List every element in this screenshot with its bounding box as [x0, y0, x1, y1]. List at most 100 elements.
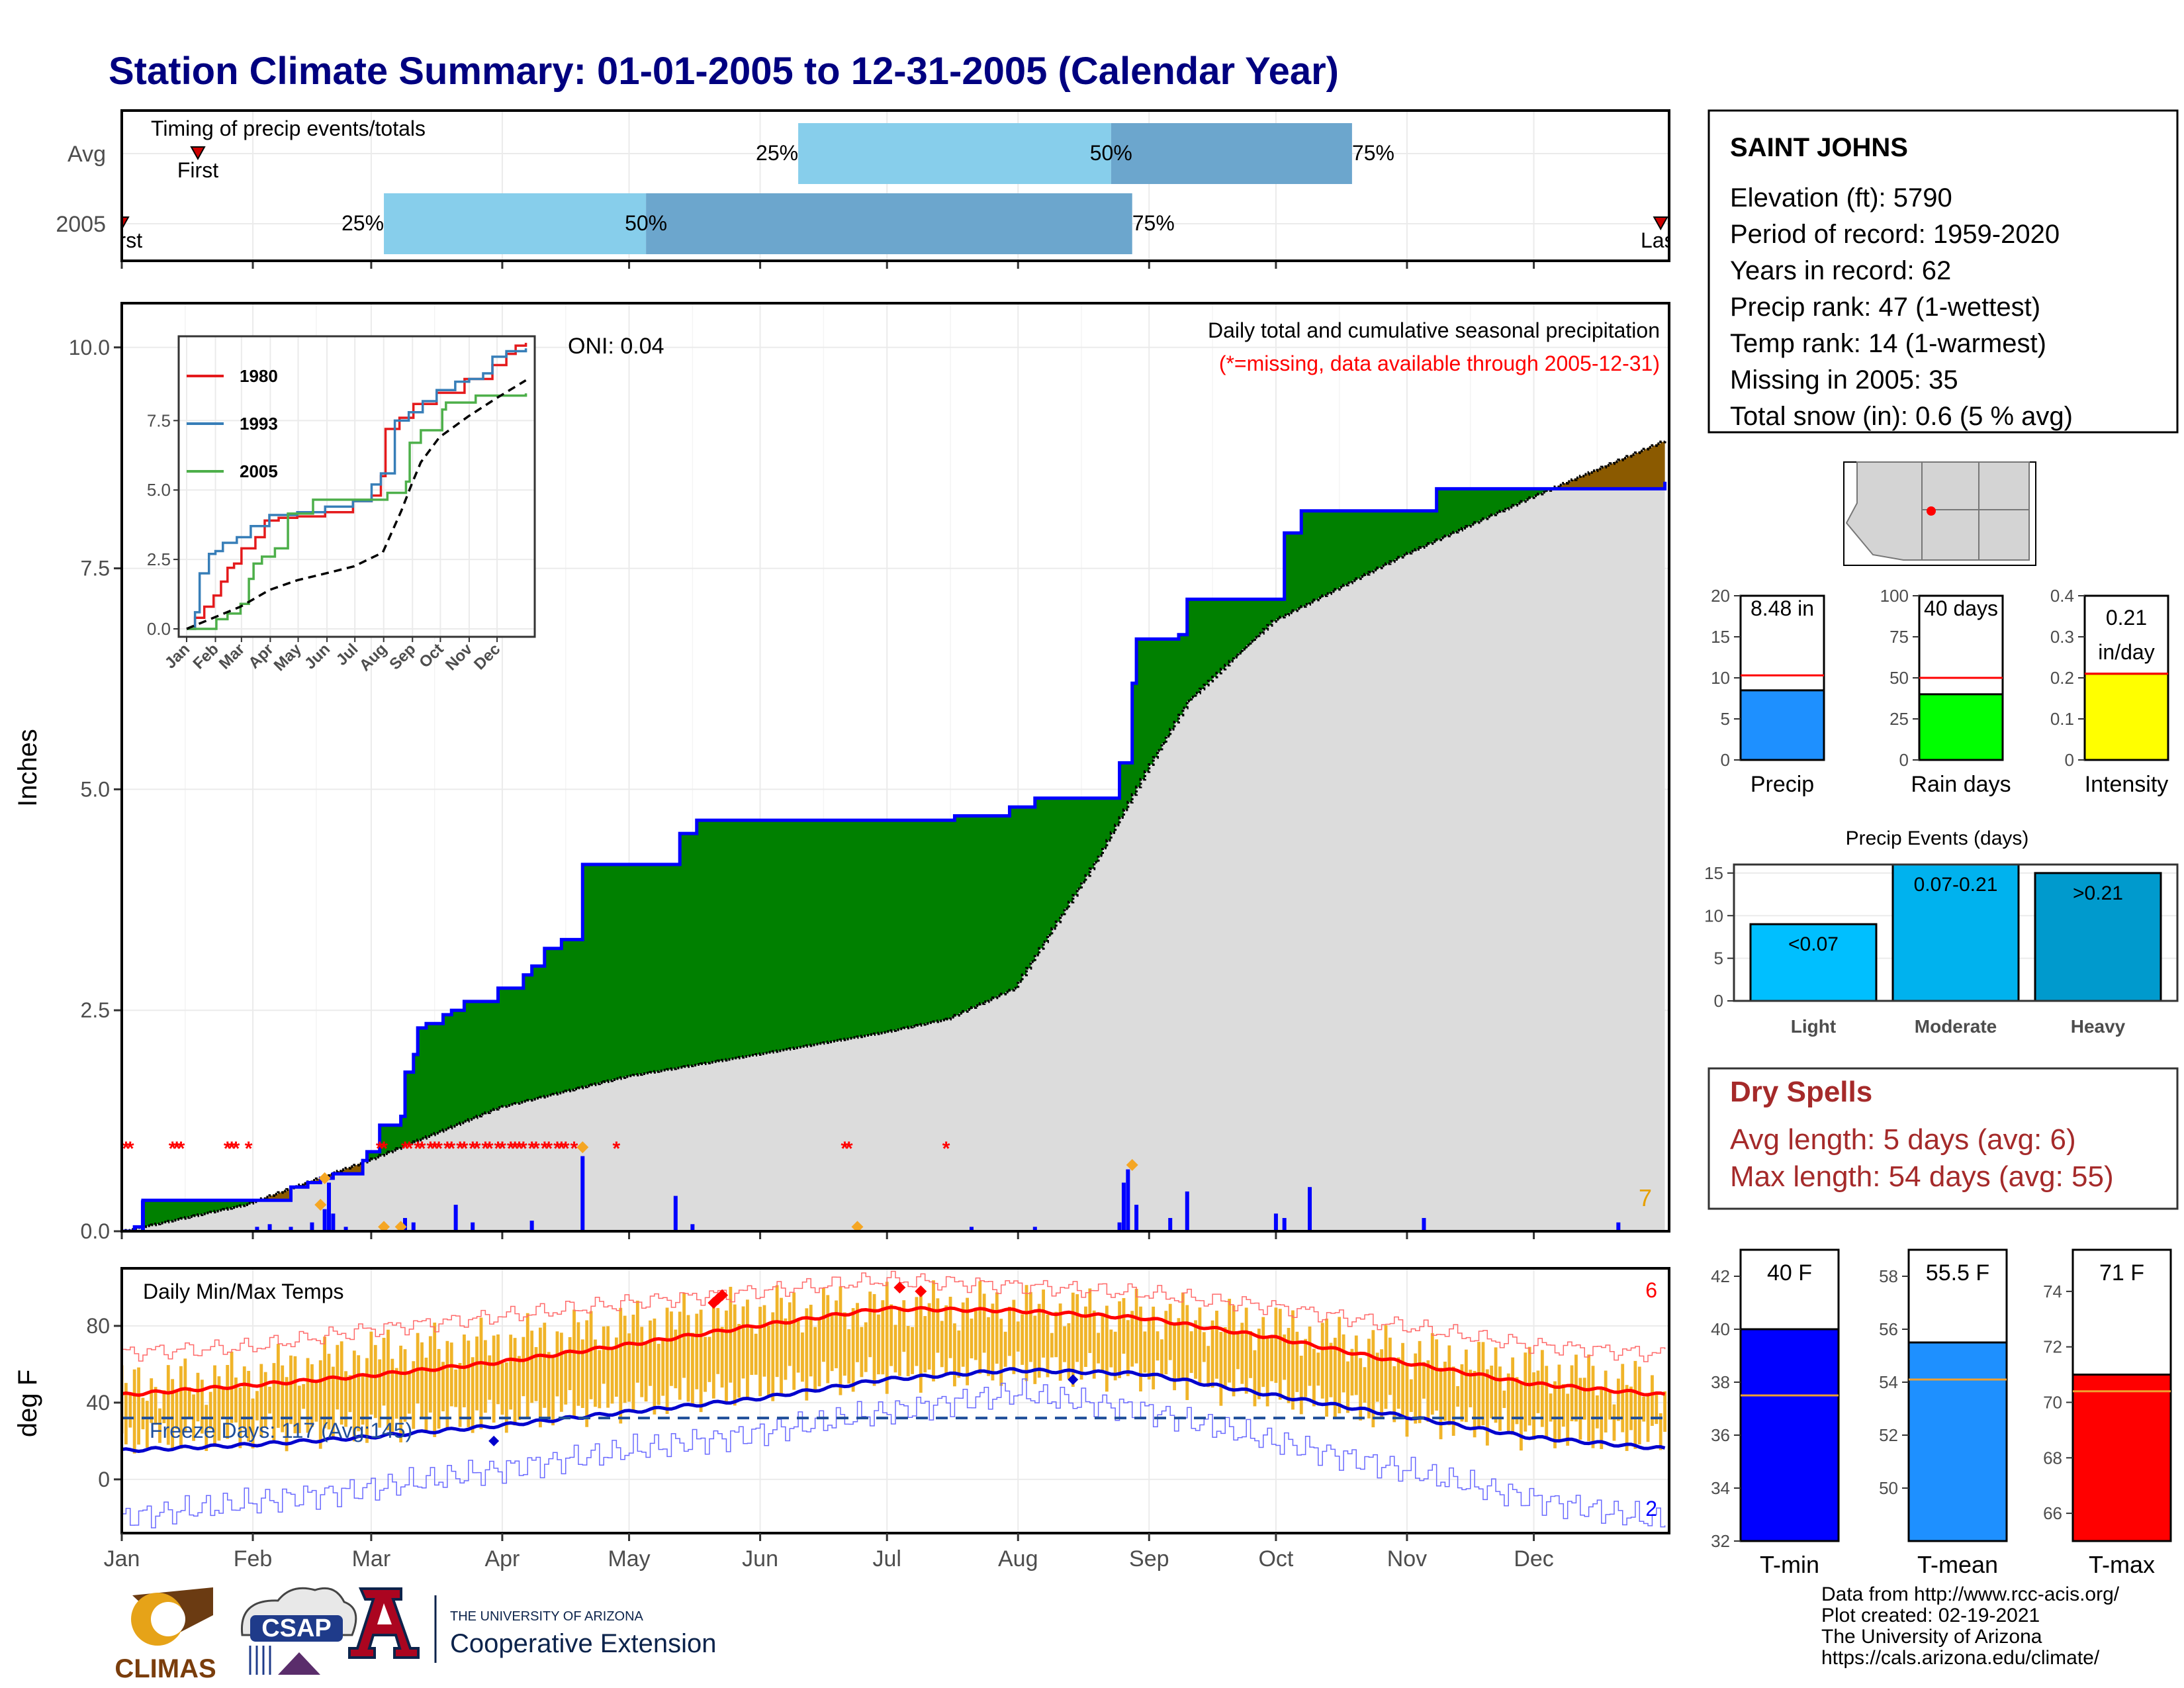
- daily-temp-range-bar: [1409, 1379, 1413, 1413]
- daily-temp-range-bar: [369, 1331, 373, 1415]
- daily-temp-range-bar: [399, 1345, 403, 1443]
- daily-temp-range-bar: [1223, 1327, 1227, 1387]
- inset-x-tick-label: Jul: [333, 640, 362, 669]
- events-bar-label: >0.21: [2073, 882, 2123, 904]
- daily-temp-range-bar: [754, 1333, 758, 1375]
- daily-temp-range-bar: [1274, 1307, 1278, 1383]
- daily-temp-range-bar: [1333, 1337, 1337, 1419]
- missing-day-marker: *: [532, 1138, 540, 1160]
- daily-temp-range-bar: [463, 1334, 466, 1407]
- temp-bar-tick-label: 74: [2043, 1282, 2062, 1301]
- station-info-line: Years in record: 62: [1730, 256, 1951, 285]
- daily-temp-range-bar: [1316, 1352, 1320, 1386]
- daily-temp-range-bar: [1164, 1311, 1168, 1375]
- inset-legend-label: 1993: [240, 414, 278, 434]
- ua-small-text: THE UNIVERSITY OF ARIZONA: [450, 1609, 644, 1624]
- daily-temp-range-bar: [302, 1383, 306, 1409]
- daily-temp-range-bar: [251, 1398, 255, 1449]
- daily-temp-range-bar: [657, 1344, 660, 1405]
- last-event-marker: [1653, 216, 1668, 231]
- daily-temp-range-bar: [1046, 1314, 1050, 1378]
- daily-temp-range-bar: [1422, 1362, 1426, 1399]
- daily-temp-range-bar: [259, 1364, 263, 1437]
- daily-temp-range-bar: [766, 1325, 770, 1395]
- daily-temp-range-bar: [551, 1357, 555, 1426]
- events-bar-heavy: [2034, 872, 2162, 1002]
- snow-event-marker: [394, 1221, 407, 1231]
- daily-temp-range-bar: [378, 1359, 382, 1428]
- inset-y-tick-label: 0.0: [147, 619, 171, 639]
- missing-day-marker: *: [380, 1138, 388, 1160]
- daily-temp-range-bar: [513, 1338, 517, 1426]
- avg-tmax-line: [122, 1305, 1666, 1397]
- daily-temp-range-bar: [390, 1358, 394, 1432]
- daily-temp-range-bar: [610, 1348, 614, 1404]
- daily-temp-range-bar: [1663, 1391, 1667, 1432]
- mini-bar-tick-label: 15: [1711, 627, 1730, 647]
- daily-temp-range-bar: [175, 1390, 179, 1429]
- daily-temp-range-bar: [1210, 1320, 1214, 1388]
- temp-bar-tick-label: 66: [2043, 1503, 2062, 1523]
- missing-day-marker: *: [169, 1138, 177, 1160]
- timing-bar-q1: [384, 193, 647, 254]
- daily-temp-range-bar: [995, 1292, 999, 1364]
- daily-temp-range-bar: [192, 1394, 195, 1441]
- daily-temp-range-bar: [310, 1364, 314, 1427]
- daily-temp-range-bar: [936, 1298, 940, 1353]
- daily-temp-range-bar: [1464, 1349, 1468, 1423]
- daily-temp-range-bar: [1540, 1350, 1544, 1427]
- footer-line: https://cals.arizona.edu/climate/: [1821, 1647, 2100, 1669]
- daily-temp-range-bar: [1646, 1393, 1650, 1442]
- daily-temp-range-bar: [1130, 1311, 1134, 1367]
- daily-temp-range-bar: [449, 1342, 453, 1407]
- daily-temp-range-bar: [297, 1385, 301, 1433]
- daily-temp-range-bar: [496, 1334, 500, 1405]
- missing-day-marker: *: [431, 1138, 439, 1160]
- mini-bar-value-label: 8.48 in: [1751, 596, 1814, 620]
- daily-precip-bar: [1117, 1222, 1122, 1231]
- daily-temp-range-bar: [1206, 1346, 1210, 1387]
- missing-day-marker: *: [528, 1138, 536, 1160]
- daily-temp-range-bar: [915, 1297, 919, 1366]
- daily-temp-range-bar: [289, 1355, 293, 1425]
- daily-temp-range-bar: [1350, 1348, 1354, 1396]
- daily-temp-range-bar: [1557, 1364, 1561, 1442]
- daily-temp-range-bar: [132, 1369, 136, 1454]
- daily-temp-range-bar: [1067, 1323, 1071, 1380]
- daily-temp-range-bar: [1414, 1353, 1418, 1424]
- station-info-line: Total snow (in): 0.6 (5 % avg): [1730, 402, 2073, 431]
- daily-temp-range-bar: [1490, 1365, 1494, 1419]
- daily-temp-range-bar: [1092, 1310, 1096, 1379]
- temp-bar-tick-label: 70: [2043, 1392, 2062, 1412]
- record-high-marker: [716, 1289, 729, 1301]
- inset-x-tick-label: Aug: [356, 640, 390, 675]
- temp-y-tick-label: 40: [86, 1391, 110, 1415]
- inset-legend-label: 2005: [240, 461, 278, 481]
- daily-temp-range-bar: [1498, 1366, 1502, 1431]
- avg-tmin-line: [122, 1367, 1666, 1453]
- mini-bar-value-label: 40 days: [1924, 596, 1998, 620]
- month-label: Oct: [1258, 1546, 1293, 1571]
- daily-precip-bar: [529, 1220, 534, 1231]
- daily-temp-range-bar: [1375, 1352, 1379, 1402]
- daily-temp-range-bar: [1604, 1370, 1608, 1432]
- temp-bar-tick-label: 68: [2043, 1448, 2062, 1468]
- daily-temp-range-bar: [365, 1358, 369, 1443]
- daily-temp-range-bar: [1477, 1342, 1480, 1429]
- timing-title: Timing of precip events/totals: [151, 117, 426, 140]
- daily-temp-range-bar: [234, 1377, 238, 1423]
- daily-temp-range-bar: [331, 1366, 335, 1439]
- daily-temp-range-bar: [1430, 1333, 1434, 1415]
- daily-temp-range-bar: [208, 1391, 212, 1429]
- daily-temp-range-bar: [775, 1285, 779, 1378]
- daily-precip-bar: [1273, 1213, 1278, 1231]
- daily-temp-range-bar: [1435, 1339, 1439, 1411]
- daily-temp-range-bar: [276, 1344, 280, 1428]
- daily-temp-range-bar: [179, 1366, 183, 1449]
- missing-day-marker: *: [482, 1138, 490, 1160]
- missing-day-marker: *: [562, 1138, 570, 1160]
- climas-logo: CLIMAS: [114, 1587, 216, 1683]
- daily-temp-range-bar: [238, 1387, 242, 1448]
- record-low-marker: [488, 1435, 500, 1446]
